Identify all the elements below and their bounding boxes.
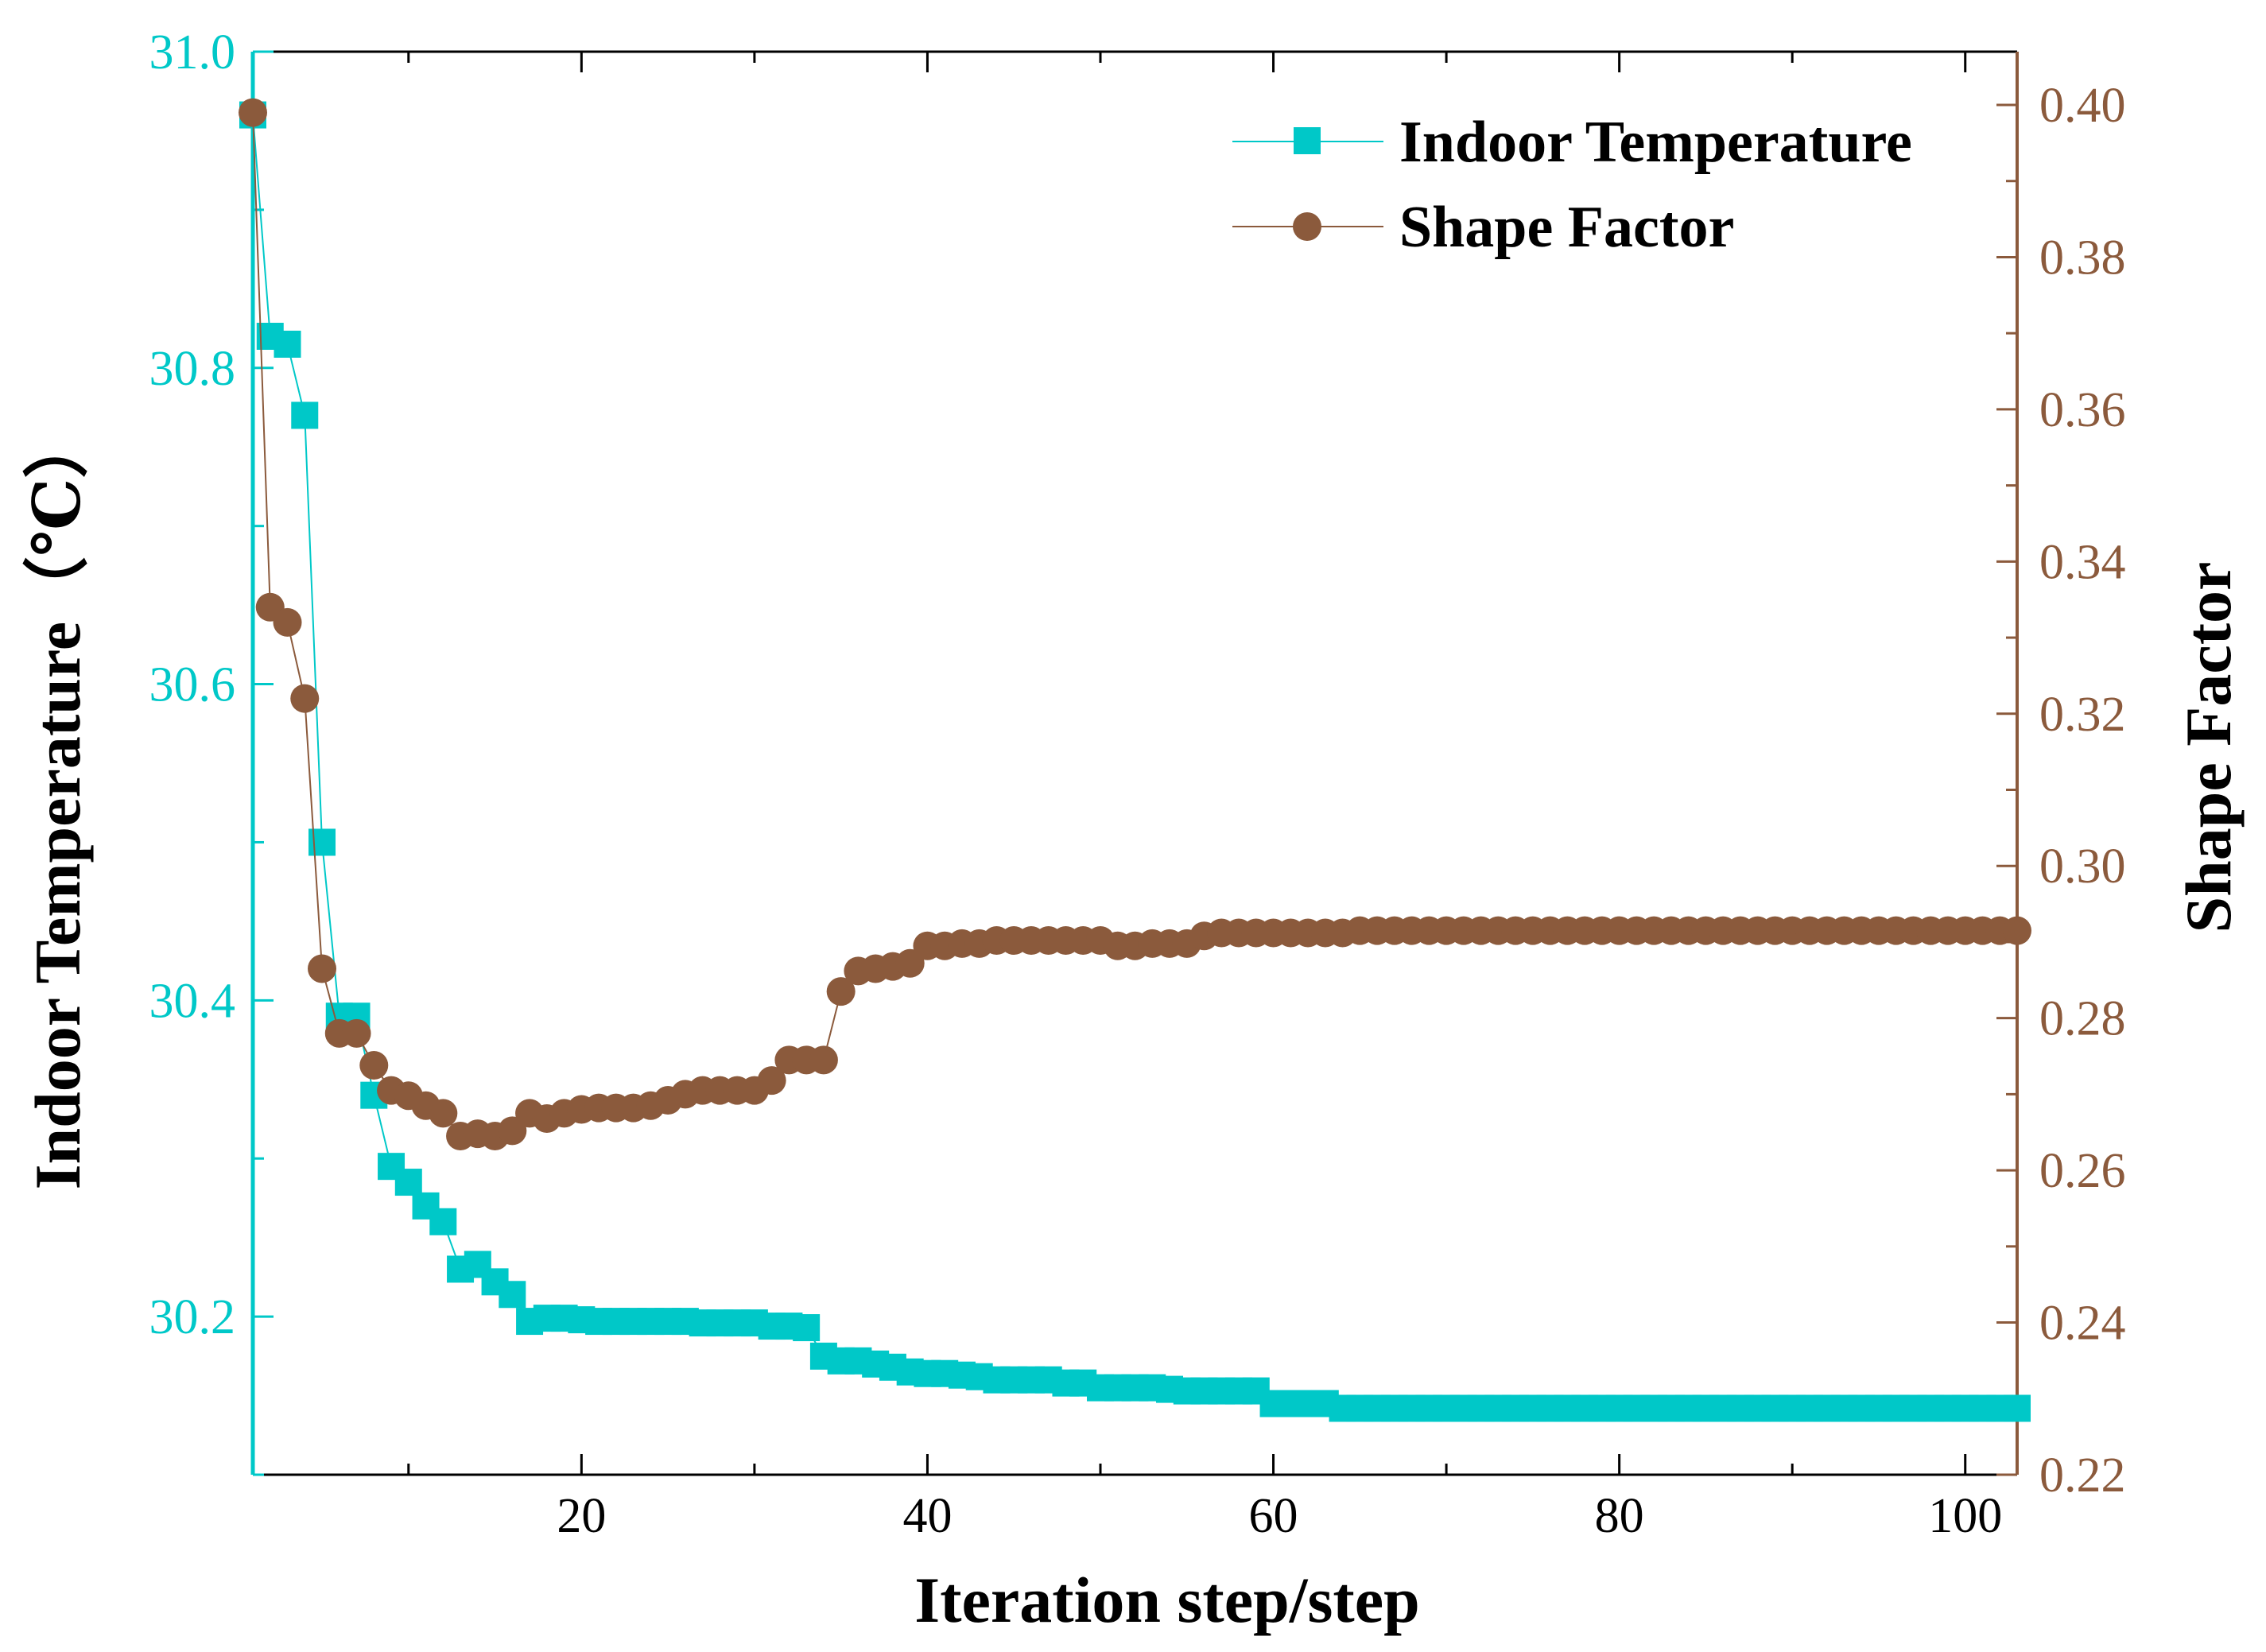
legend-temperature-label: Indoor Temperature xyxy=(1399,110,1912,175)
right-y-tick-label: 0.38 xyxy=(2039,231,2126,285)
legend-shape-marker xyxy=(1293,212,1321,241)
x-tick-label: 100 xyxy=(1928,1489,2002,1543)
shape-factor-point xyxy=(826,977,856,1006)
x-axis-title: Iteration step/step xyxy=(914,1564,1419,1636)
temperature-point xyxy=(793,1314,821,1342)
shape-factor-point xyxy=(757,1066,786,1096)
shape-factor-line xyxy=(252,112,2017,1138)
axis-ticks: 20 40 60 80 100 30.2 30.4 30.6 30.8 31.0 0.22 0.24 0… xyxy=(149,25,2126,1543)
x-tick-label: 40 xyxy=(902,1489,952,1543)
right-y-tick-label: 0.34 xyxy=(2039,535,2126,589)
x-tick-label: 80 xyxy=(1595,1489,1644,1543)
right-y-axis-title: Shape Factor xyxy=(2172,562,2245,933)
temperature-point xyxy=(2004,1394,2031,1422)
shape-factor-point xyxy=(239,98,267,127)
shape-factor-point xyxy=(308,954,337,983)
temperature-point xyxy=(499,1281,526,1309)
right-y-tick-label: 0.30 xyxy=(2039,840,2126,894)
shape-factor-point xyxy=(290,684,320,713)
shape-factor-point xyxy=(342,1018,371,1048)
shape-factor-point xyxy=(895,948,925,978)
temperature-point xyxy=(394,1169,422,1196)
right-y-tick-label: 0.22 xyxy=(2039,1448,2126,1503)
left-y-tick-label: 30.8 xyxy=(149,342,236,396)
left-y-axis-title: Indoor Temperature（℃） xyxy=(21,413,94,1190)
shape-factor-point xyxy=(809,1045,838,1075)
shape-factor-point xyxy=(273,607,302,637)
right-y-tick-label: 0.28 xyxy=(2039,992,2126,1046)
legend-temperature-marker xyxy=(1294,127,1321,154)
axes-frame xyxy=(250,50,2019,1476)
shape-factor-point xyxy=(359,1051,389,1080)
legend: Indoor Temperature Shape Factor xyxy=(1232,110,1912,260)
left-y-tick-label: 30.6 xyxy=(149,658,236,712)
left-y-tick-label: 31.0 xyxy=(149,25,236,79)
shape-factor-point xyxy=(429,1099,458,1128)
right-y-tick-label: 0.24 xyxy=(2039,1297,2126,1351)
right-y-tick-label: 0.36 xyxy=(2039,383,2126,437)
left-y-tick-label: 30.4 xyxy=(149,974,236,1028)
temperature-line xyxy=(252,114,2017,1410)
temperature-point xyxy=(274,330,301,358)
x-tick-label: 20 xyxy=(557,1489,606,1543)
x-tick-label: 60 xyxy=(1249,1489,1298,1543)
temperature-point xyxy=(429,1208,457,1235)
right-y-tick-label: 0.26 xyxy=(2039,1144,2126,1198)
shape-factor-series xyxy=(239,98,2031,1151)
legend-shape-label: Shape Factor xyxy=(1399,195,1734,260)
shape-factor-point xyxy=(498,1116,527,1146)
shape-factor-point xyxy=(2003,916,2031,945)
right-y-tick-label: 0.32 xyxy=(2039,688,2126,742)
right-y-tick-label: 0.40 xyxy=(2039,79,2126,133)
left-y-tick-label: 30.2 xyxy=(149,1290,236,1344)
temperature-point xyxy=(291,401,319,429)
indoor-temperature-series xyxy=(239,101,2031,1422)
